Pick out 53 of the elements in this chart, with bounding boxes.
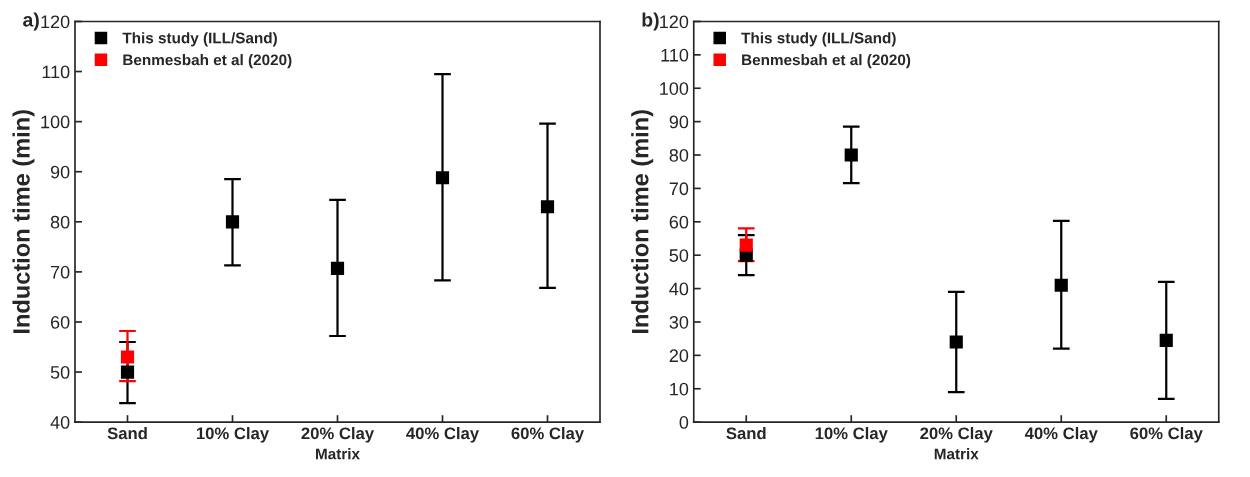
x-tick-label: 10% Clay: [815, 427, 888, 443]
x-axis-title: Matrix: [934, 448, 979, 460]
y-tick-label: 90: [669, 115, 689, 129]
x-tick-label: 40% Clay: [1024, 427, 1098, 443]
y-tick-label: 80: [50, 215, 70, 229]
y-tick-label: 50: [50, 365, 70, 379]
y-tick-label: 120: [41, 15, 70, 29]
point: [330, 261, 345, 275]
chart-title: b): [642, 12, 659, 31]
x-tick-label: 60% Clay: [511, 427, 585, 443]
x-tick-label: 20% Clay: [301, 427, 375, 443]
y-tick-label: 20: [669, 349, 689, 363]
legend-label: Benmesbah et al (2020): [742, 54, 911, 69]
point: [1054, 278, 1068, 292]
y-tick-label: 40: [50, 416, 70, 429]
point: [120, 365, 135, 379]
point: [435, 171, 450, 185]
point: [844, 148, 858, 162]
y-tick-label: 110: [42, 65, 70, 79]
y-axis-title: Induction time (min): [631, 110, 654, 334]
y-tick-label: 100: [41, 115, 70, 129]
point: [949, 335, 963, 349]
legend-label: This study (ILL/Sand): [122, 32, 277, 47]
y-tick-label: 80: [669, 148, 689, 162]
point: [739, 238, 753, 252]
y-tick-label: 40: [669, 282, 689, 296]
y-tick-label: 120: [660, 15, 689, 29]
x-tick-label: Sand: [726, 427, 766, 440]
point: [120, 350, 135, 364]
chart-title: a): [23, 12, 39, 31]
x-tick-label: Sand: [107, 427, 147, 440]
x-tick-label: 60% Clay: [1130, 427, 1203, 443]
y-tick-label: 90: [50, 165, 70, 179]
point: [540, 200, 555, 214]
y-tick-label: 0: [679, 416, 689, 429]
y-tick-label: 50: [669, 249, 689, 262]
y-axis-title: Induction time (min): [12, 110, 35, 334]
x-axis-title: Matrix: [316, 448, 360, 460]
x-tick-label: 40% Clay: [406, 427, 480, 443]
y-tick-label: 70: [669, 182, 689, 196]
y-tick-label: 10: [670, 382, 689, 396]
legend-label: Benmesbah et al (2020): [123, 54, 292, 69]
y-tick-label: 110: [661, 48, 689, 62]
y-tick-label: 60: [669, 215, 689, 229]
y-tick-label: 70: [50, 265, 70, 279]
y-tick-label: 100: [660, 82, 689, 95]
y-tick-label: 30: [669, 315, 689, 329]
point: [225, 215, 240, 229]
y-tick-label: 60: [50, 315, 70, 329]
x-tick-label: 10% Clay: [196, 427, 270, 443]
legend-label: This study (ILL/Sand): [741, 32, 896, 47]
point: [1159, 333, 1173, 347]
x-tick-label: 20% Clay: [920, 427, 993, 443]
